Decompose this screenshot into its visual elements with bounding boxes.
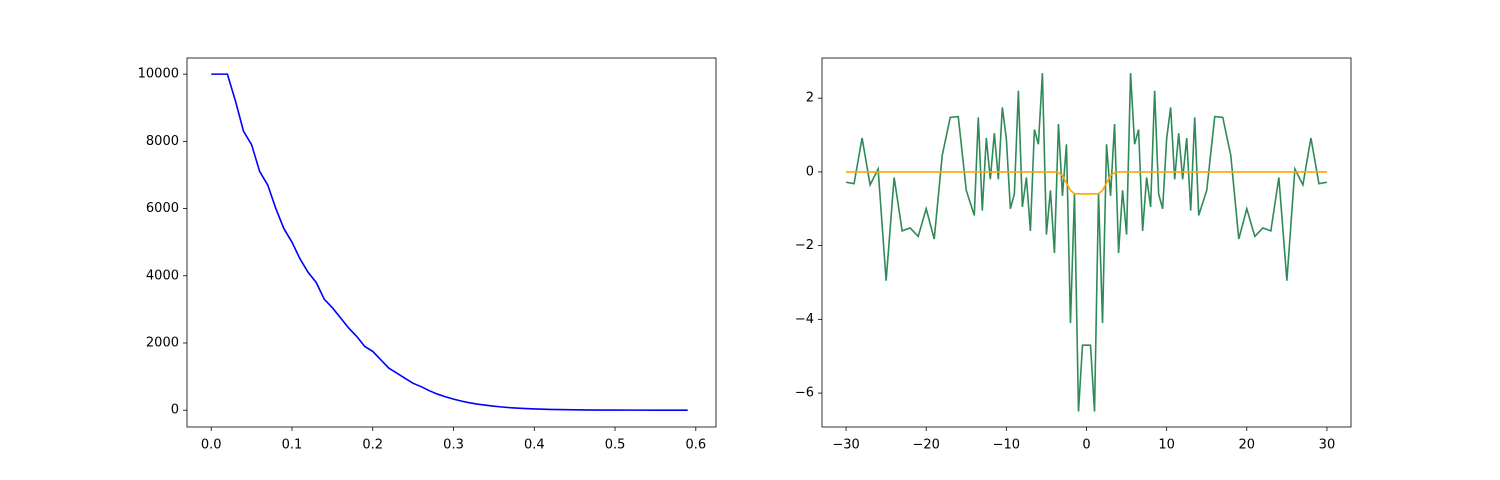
y-tick-label: 0	[171, 403, 179, 418]
y-tick-label: 0	[806, 164, 814, 179]
y-tick-label: 8000	[146, 134, 179, 149]
y-tick-label: −4	[795, 312, 814, 327]
data-line	[211, 73, 688, 411]
y-tick-label: 6000	[146, 201, 179, 216]
x-tick-label: 0	[1082, 438, 1090, 453]
data-line	[846, 171, 1327, 195]
y-tick-label: 4000	[146, 268, 179, 283]
x-tick-label: 0.1	[282, 438, 303, 453]
x-tick-label: 20	[1239, 438, 1256, 453]
x-tick-label: 0.2	[362, 438, 383, 453]
x-tick-label: 0.6	[685, 438, 706, 453]
y-tick-label: −2	[795, 238, 814, 253]
data-line	[845, 73, 1328, 412]
x-tick-label: 0.4	[524, 438, 545, 453]
x-tick-label: 0.0	[201, 438, 222, 453]
y-tick-label: −6	[795, 386, 814, 401]
x-tick-label: 30	[1319, 438, 1336, 453]
y-tick-label: 2	[806, 91, 814, 106]
x-tick-label: 0.5	[605, 438, 626, 453]
y-tick-label: 10000	[138, 67, 179, 82]
axes-frame	[186, 57, 717, 428]
y-tick-label: 2000	[146, 335, 179, 350]
x-tick-label: 0.3	[443, 438, 464, 453]
x-tick-label: 10	[1158, 438, 1175, 453]
axes-frame	[821, 57, 1352, 428]
x-tick-label: −30	[832, 438, 859, 453]
x-tick-label: −10	[993, 438, 1020, 453]
x-tick-label: −20	[912, 438, 939, 453]
